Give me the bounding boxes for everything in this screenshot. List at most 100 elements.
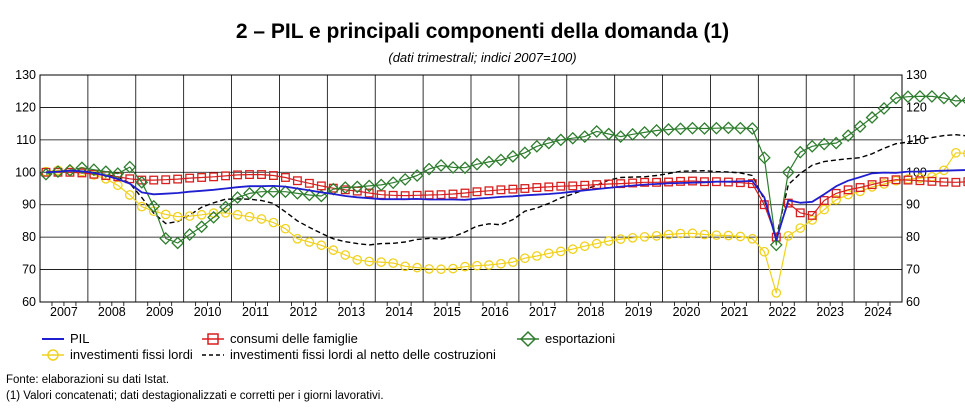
legend-square-marker-icon (202, 333, 224, 345)
data-point (819, 196, 829, 205)
series-line (45, 95, 965, 246)
data-point (544, 182, 554, 192)
data-point (530, 139, 544, 153)
data-point (292, 233, 303, 244)
data-point (376, 257, 387, 267)
data-point (805, 139, 819, 153)
data-point (436, 190, 446, 200)
data-point (662, 123, 675, 136)
x-tick-label: 2017 (529, 305, 557, 319)
data-point (688, 176, 697, 186)
data-point (256, 214, 267, 224)
data-point (664, 177, 673, 187)
data-point (831, 188, 841, 198)
data-point (580, 180, 590, 190)
data-point (424, 264, 434, 274)
data-point (364, 256, 375, 267)
data-point (364, 188, 374, 198)
data-point (279, 185, 292, 199)
data-point (448, 189, 458, 199)
data-point (280, 223, 291, 234)
data-point (197, 173, 207, 182)
data-point (484, 260, 494, 270)
legend-label: investimenti fissi lordi al netto delle … (230, 347, 496, 362)
legend-label: esportazioni (545, 331, 616, 346)
data-point (759, 246, 770, 257)
data-point (446, 161, 460, 174)
data-point (676, 176, 685, 186)
data-point (831, 195, 842, 205)
series-line (45, 169, 965, 242)
data-point (867, 180, 877, 190)
data-point (651, 230, 662, 241)
data-point (257, 170, 266, 180)
y-tick-label-left: 70 (22, 263, 36, 277)
data-point (879, 177, 889, 187)
data-point (829, 136, 843, 150)
data-point (207, 210, 221, 224)
data-point (255, 185, 268, 199)
x-tick-label: 2020 (673, 305, 701, 319)
y-tick-label-right: 80 (906, 230, 920, 244)
data-point (531, 251, 542, 261)
x-tick-label: 2015 (433, 305, 461, 319)
data-point (123, 160, 137, 174)
data-point (568, 181, 578, 191)
data-point (172, 211, 183, 222)
series-investimenti-fissi-lordi-al-netto-delle-costruzioni (45, 133, 965, 246)
data-point (245, 170, 254, 180)
data-point (338, 181, 352, 194)
data-point (733, 121, 747, 135)
data-point (87, 163, 101, 177)
data-point (135, 175, 149, 189)
data-point (615, 234, 626, 244)
data-point (136, 201, 147, 212)
data-point (147, 199, 161, 213)
chart-title: 2 – PIL e principali componenti della do… (235, 20, 730, 43)
data-point (292, 176, 302, 186)
data-point (386, 176, 400, 190)
data-point (374, 178, 388, 192)
data-point (783, 230, 794, 241)
series-line (46, 171, 965, 238)
x-tick-label: 2018 (577, 305, 605, 319)
series-pil (45, 169, 965, 242)
x-tick-label: 2010 (194, 305, 222, 319)
data-point (915, 176, 925, 186)
data-point (628, 178, 638, 188)
data-point (793, 145, 807, 159)
y-tick-label-right: 70 (906, 263, 920, 277)
data-point (735, 231, 746, 242)
data-point (949, 94, 963, 108)
data-point (484, 186, 494, 196)
data-point (602, 127, 616, 141)
data-point (650, 124, 663, 137)
data-point (159, 232, 173, 245)
data-point (51, 165, 65, 179)
data-point (508, 257, 518, 267)
data-point (578, 130, 592, 144)
x-tick-label: 2009 (146, 305, 174, 319)
data-point (304, 237, 315, 247)
x-tick-label: 2012 (289, 305, 317, 319)
data-point (819, 204, 830, 215)
data-point (687, 228, 698, 239)
data-point (937, 91, 951, 105)
data-point (769, 238, 783, 252)
data-point (183, 228, 197, 241)
data-point (721, 121, 735, 135)
data-point (903, 175, 913, 185)
data-point (350, 180, 364, 194)
data-point (448, 263, 458, 274)
data-point (723, 230, 734, 241)
series-esportazioni (39, 89, 965, 252)
x-tick-label: 2016 (481, 305, 509, 319)
y-tick-label-left: 100 (15, 165, 36, 179)
x-tick-label: 2022 (768, 305, 796, 319)
data-point (221, 171, 231, 181)
data-point (817, 137, 831, 151)
data-point (508, 184, 518, 194)
footnote: (1) Valori concatenati; dati destagional… (6, 390, 384, 402)
data-point (63, 163, 77, 177)
